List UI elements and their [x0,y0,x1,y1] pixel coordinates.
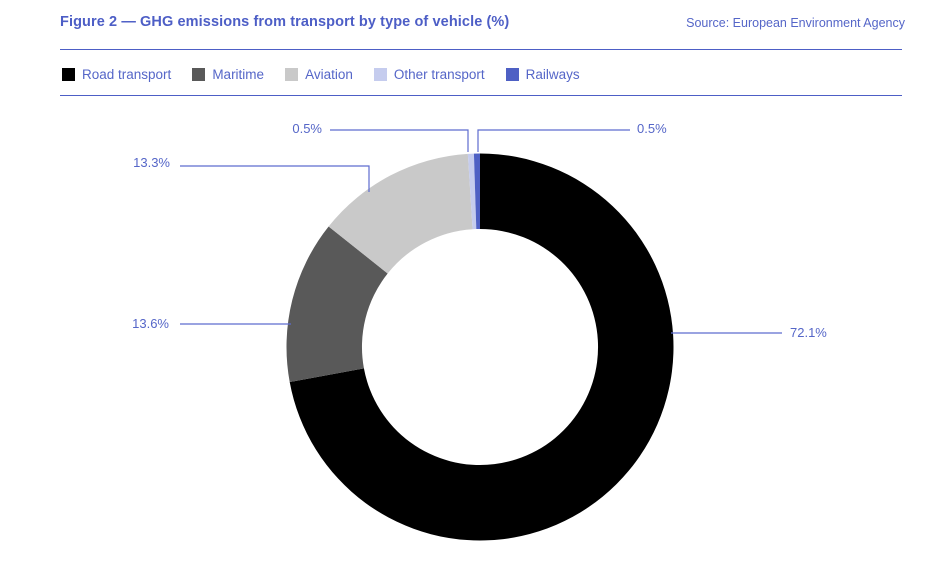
slice-other-transport [467,153,477,230]
legend-label: Other transport [393,66,485,82]
callout-road-transport: 72.1% [790,325,827,340]
legend-swatch-road-transport [62,67,75,81]
legend-swatch-other-transport [373,67,387,81]
legend-item-aviation: Aviation [285,67,353,82]
slice-road-transport [289,153,674,541]
legend-item-road-transport: Road transport [62,67,171,82]
divider-top [60,49,902,50]
legend-item-railways: Railways [505,66,580,82]
legend-label: Aviation [305,66,353,82]
slice-railways [473,153,480,230]
callout-other-transport: 0.5% [292,121,322,136]
legend-label: Road transport [82,66,172,82]
figure-title: Figure 2 — GHG emissions from transport … [60,14,510,30]
slice-aviation [328,153,473,274]
callout-railways: 0.5% [637,121,667,136]
legend-item-other-transport: Other transport [373,66,485,82]
callout-maritime: 13.6% [132,316,169,331]
leader-line-other-transport [330,129,469,152]
leader-line-railways [477,129,630,152]
slice-maritime [286,226,388,383]
legend-label: Railways [525,66,580,82]
legend: Road transport Maritime Aviation Other tran… [62,66,580,82]
legend-swatch-maritime [192,67,206,81]
callout-aviation: 13.3% [133,155,170,170]
legend-item-maritime: Maritime [192,67,264,82]
leader-line-aviation [180,165,370,192]
legend-swatch-aviation [285,67,299,81]
legend-swatch-railways [505,67,519,81]
divider-bottom [60,95,902,96]
source-label: Source: European Environment Agency [686,16,905,30]
legend-label: Maritime [212,66,265,82]
